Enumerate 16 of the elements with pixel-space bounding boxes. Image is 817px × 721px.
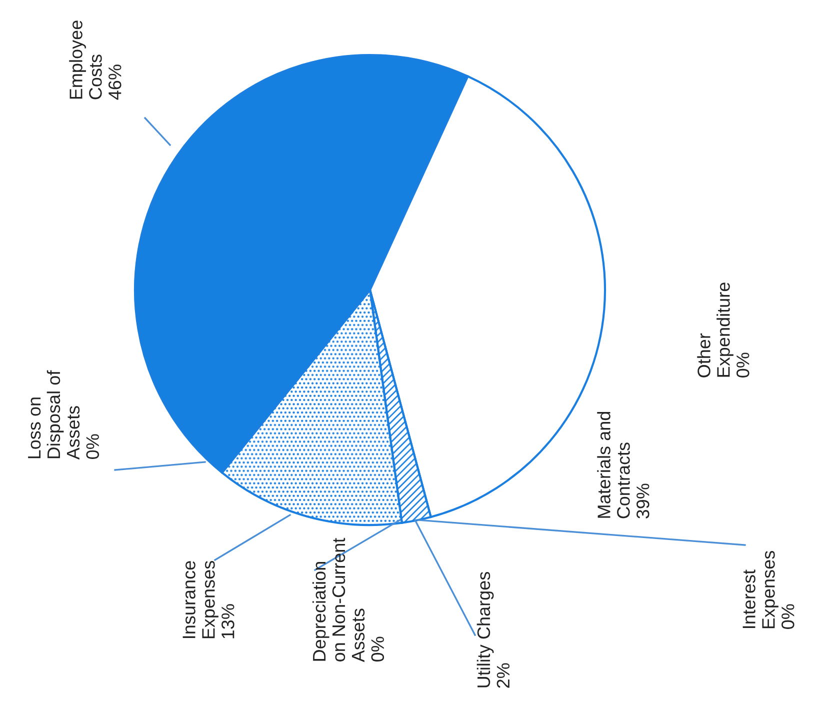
data-label: 39% bbox=[636, 484, 650, 518]
slice-label: Utility Charges bbox=[476, 572, 494, 688]
slice-label: Employee Costs bbox=[69, 20, 102, 100]
slice-label: Insurance Expenses bbox=[182, 561, 218, 638]
category-label: Interest Expenses bbox=[742, 551, 778, 628]
text: 0% bbox=[782, 604, 794, 629]
category-label: Depreciation on Non-Current Assets bbox=[312, 538, 365, 662]
category-label: Other Expenditure bbox=[697, 282, 734, 378]
text: 0% bbox=[736, 352, 750, 378]
data-label: 13% bbox=[222, 604, 234, 638]
text: 0% bbox=[371, 636, 384, 662]
slice-label: Materials and Contracts bbox=[597, 412, 630, 518]
category-label: Loss on Disposal of Assets bbox=[28, 370, 80, 460]
text: 0% bbox=[86, 434, 100, 459]
data-label: 2% bbox=[496, 663, 510, 688]
data-label: 46% bbox=[108, 64, 122, 100]
